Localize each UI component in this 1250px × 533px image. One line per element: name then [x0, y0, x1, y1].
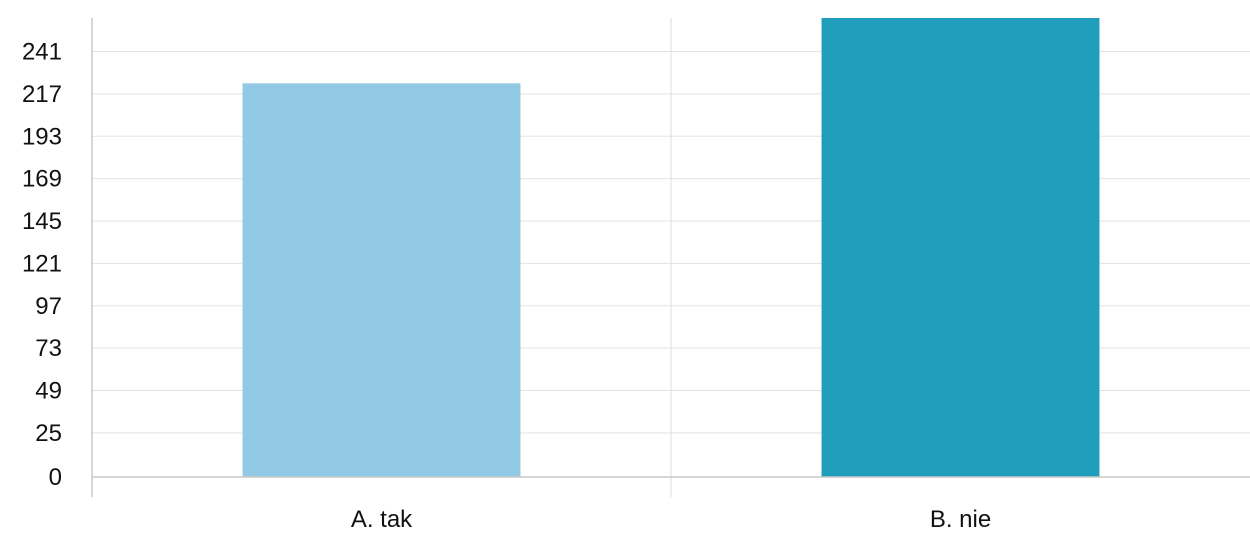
y-tick-label: 49 — [35, 377, 62, 404]
x-category-label: A. tak — [351, 506, 413, 533]
bar-2 — [821, 18, 1100, 477]
axes — [91, 18, 1250, 497]
y-tick-label: 193 — [22, 123, 62, 150]
y-tick-label: 73 — [35, 335, 62, 362]
bars — [242, 18, 1100, 478]
y-tick-label: 217 — [22, 81, 62, 108]
x-axis-labels: A. tak B. nie — [351, 506, 991, 533]
bar-1 — [242, 83, 521, 478]
x-category-label: B. nie — [930, 506, 991, 533]
y-tick-label: 97 — [35, 293, 62, 320]
y-tick-label: 145 — [22, 208, 62, 235]
y-axis-ticks: 0 25 49 73 97 121 145 169 193 217 241 — [22, 39, 62, 491]
y-tick-label: 0 — [49, 464, 62, 491]
y-tick-label: 169 — [22, 166, 62, 193]
y-tick-label: 121 — [22, 250, 62, 277]
y-tick-label: 241 — [22, 39, 62, 66]
y-tick-label: 25 — [35, 420, 62, 447]
